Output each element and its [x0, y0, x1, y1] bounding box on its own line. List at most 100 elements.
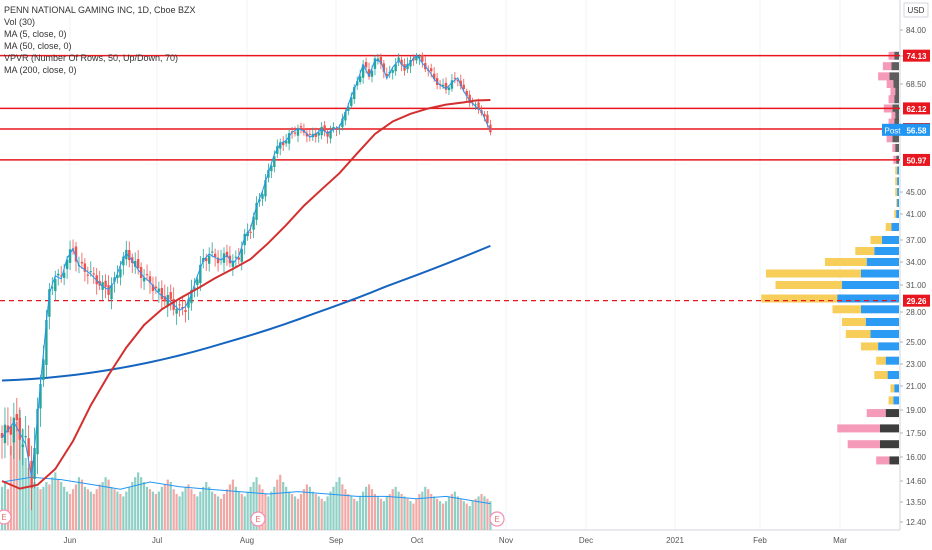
volume-bar — [172, 489, 175, 530]
vpvr-up-bar — [892, 134, 899, 143]
volume-bar — [169, 482, 172, 530]
candle-body — [27, 438, 30, 457]
volume-bar — [57, 479, 60, 530]
volume-bar — [468, 506, 471, 530]
volume-bar — [347, 494, 350, 530]
candle-body — [42, 359, 45, 381]
volume-bar — [18, 410, 21, 530]
volume-bar — [237, 491, 240, 530]
volume-bar — [234, 486, 237, 530]
earnings-marker[interactable] — [489, 511, 505, 527]
volume-bar — [193, 494, 196, 530]
volume-bar — [441, 503, 445, 530]
volume-bar — [299, 494, 303, 530]
price-label-box — [903, 102, 930, 115]
vpvr-down-bar — [861, 342, 879, 351]
volume-bar — [157, 491, 160, 530]
candle-body — [279, 142, 282, 149]
candle-body — [447, 87, 451, 91]
vpvr-up-bar — [889, 456, 899, 465]
vpvr-up-bar — [880, 440, 899, 449]
currency-label: USD — [908, 6, 925, 15]
volume-bar — [202, 486, 205, 530]
candle-body — [364, 61, 368, 68]
volume-bar — [163, 484, 166, 530]
candle-body — [181, 306, 184, 309]
candle-body — [299, 126, 303, 128]
candle-body — [255, 203, 258, 220]
symbol-title: PENN NATIONAL GAMING INC, 1D, Cboe BZX — [4, 5, 196, 15]
candle-body — [432, 73, 436, 79]
volume-bar — [258, 484, 261, 530]
candle-body — [60, 275, 63, 277]
volume-ma-line — [1, 476, 491, 505]
volume-bar — [98, 484, 101, 530]
candle-body — [15, 414, 18, 421]
vpvr-down-bar — [766, 269, 861, 278]
volume-bar — [131, 482, 134, 530]
candle-body — [441, 84, 445, 87]
ma5-line — [1, 54, 491, 478]
candle-body — [74, 246, 78, 262]
time-tick-label: Mar — [833, 536, 847, 545]
earnings-marker[interactable] — [250, 511, 266, 527]
candle-body — [397, 57, 400, 62]
earnings-marker[interactable] — [0, 509, 12, 525]
price-tick-label: 45.00 — [906, 188, 927, 197]
volume-bar — [228, 484, 232, 530]
candle-body — [110, 285, 113, 300]
volume-bar — [80, 479, 84, 530]
earnings-marker-label: E — [255, 515, 260, 524]
price-label-box — [903, 153, 930, 166]
volume-bar — [486, 498, 489, 530]
volume-bar — [296, 498, 300, 530]
volume-bar — [344, 489, 347, 530]
earnings-marker-label: E — [1, 513, 6, 522]
vpvr-up-bar — [881, 236, 899, 244]
time-tick-label: Feb — [753, 536, 767, 545]
candle-body — [68, 249, 72, 263]
volume-bar — [175, 494, 178, 530]
volume-bar — [187, 484, 190, 530]
candle-body — [119, 269, 122, 278]
vpvr-up-bar — [894, 384, 899, 393]
volume-bar — [367, 484, 371, 530]
volume-bar — [397, 491, 400, 530]
candle-body — [305, 133, 309, 137]
volume-bar — [302, 489, 306, 530]
time-tick-label: Sep — [329, 536, 344, 545]
vpvr-up-bar — [897, 166, 899, 175]
volume-bar — [148, 489, 152, 530]
vpvr-up-bar — [861, 305, 899, 314]
candle-body — [12, 417, 16, 443]
volume-bar — [225, 489, 229, 530]
candle-body — [273, 156, 276, 167]
volume-bar — [338, 477, 341, 530]
candle-body — [166, 295, 169, 306]
volume-bar — [462, 501, 465, 530]
candle-body — [104, 280, 107, 288]
volume-bar — [474, 498, 477, 530]
candle-body — [169, 292, 172, 300]
volume-bar — [421, 491, 424, 530]
volume-bar — [48, 484, 51, 530]
vpvr-up-bar — [842, 281, 899, 289]
time-tick-label: Dec — [579, 536, 593, 545]
candle-body — [57, 273, 60, 276]
candle-body — [418, 56, 421, 59]
volume-bar — [255, 477, 258, 530]
volume-bar — [125, 491, 128, 530]
volume-bar — [359, 496, 362, 530]
volume-bar — [477, 496, 480, 530]
volume-bar — [308, 486, 311, 530]
candle-body — [0, 433, 4, 438]
candle-body — [65, 259, 69, 270]
volume-bar — [66, 491, 69, 530]
volume-bar — [214, 494, 217, 530]
volume-bar — [21, 429, 24, 530]
candle-body — [320, 126, 323, 136]
ma50-line — [1, 99, 491, 490]
vpvr-up-bar — [896, 210, 899, 218]
volume-bar — [424, 486, 427, 530]
